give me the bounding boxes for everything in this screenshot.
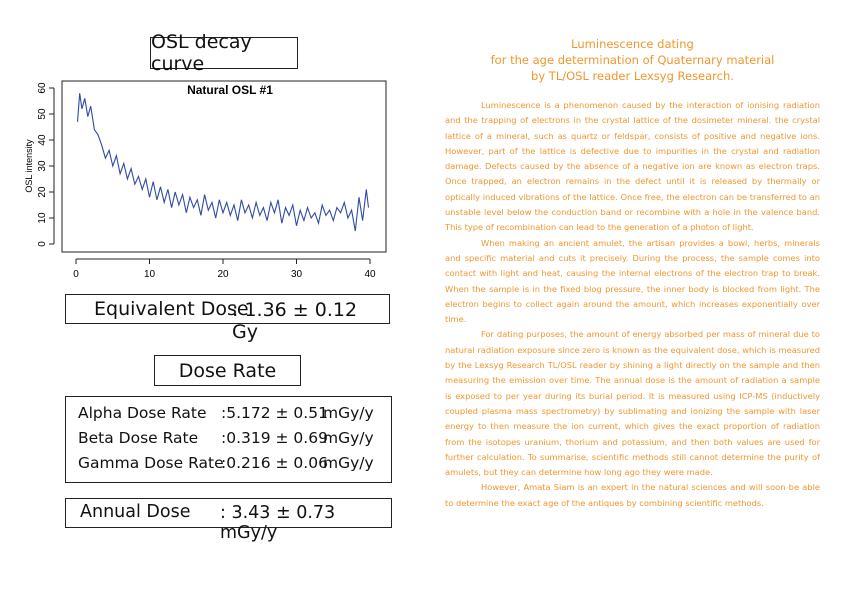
osl-chart: Natural OSL #1 OSL intensity 0 10 20 30 40 50…	[18, 76, 398, 286]
dose-rate-title: Dose Rate	[154, 355, 301, 386]
osl-chart-svg: Natural OSL #1 OSL intensity 0 10 20 30 40 50…	[24, 80, 387, 280]
document-title-line: by TL/OSL reader Lexsyg Research.	[531, 69, 734, 83]
equivalent-dose-label: Equivalent Dose	[94, 298, 249, 320]
dose-rate-name: Gamma Dose Rate	[78, 454, 224, 472]
y-tick-label: 20	[37, 186, 48, 198]
dose-rate-name: Alpha Dose Rate	[78, 404, 207, 422]
x-tick-label: 30	[291, 269, 303, 280]
dose-rate-name: Beta Dose Rate	[78, 429, 199, 447]
chart-title: Natural OSL #1	[187, 83, 273, 97]
osl-decay-curve-title: OSL decay curve	[150, 31, 298, 75]
y-tick-label: 30	[37, 160, 48, 172]
dose-rate-value: :0.216 ± 0.06	[221, 454, 328, 472]
x-tick-label: 0	[73, 269, 79, 280]
y-tick-label: 60	[37, 82, 48, 94]
x-tick-label: 10	[144, 269, 156, 280]
annual-dose-value: : 3.43 ± 0.73 mGy/y	[220, 503, 336, 543]
document-title-line: for the age determination of Quaternary …	[490, 53, 775, 67]
annual-dose-label: Annual Dose	[80, 502, 191, 522]
y-tick-label: 10	[37, 212, 48, 224]
body-paragraph: When making an ancient amulet, the artis…	[445, 237, 820, 325]
dose-rate-row-beta: Beta Dose Rate :0.319 ± 0.69 mGy/y	[78, 429, 388, 451]
y-axis-label: OSL intensity	[24, 139, 34, 193]
dose-rate-unit: mGy/y	[323, 429, 374, 447]
y-tick-label: 40	[37, 134, 48, 146]
series-line	[76, 93, 370, 232]
annual-dose-box: Annual Dose : 3.43 ± 0.73 mGy/y	[65, 498, 392, 543]
body-paragraph: Luminescence is a phenomenon caused by t…	[445, 100, 820, 233]
x-tick-label: 20	[217, 269, 229, 280]
document-title: Luminescence dating for the age determin…	[445, 36, 820, 84]
equivalent-dose-value: : 1.36 ± 0.12 Gy	[232, 299, 358, 343]
dose-rate-row-gamma: Gamma Dose Rate :0.216 ± 0.06 mGy/y	[78, 454, 388, 476]
y-tick-label: 0	[37, 241, 48, 247]
document-body: Luminescence is a phenomenon caused by t…	[445, 98, 820, 511]
dose-rate-value: :0.319 ± 0.69	[221, 429, 328, 447]
x-tick-label: 40	[364, 269, 376, 280]
equivalent-dose-box: Equivalent Dose : 1.36 ± 0.12 Gy	[65, 294, 390, 343]
dose-rate-value: :5.172 ± 0.51	[221, 404, 328, 422]
document-title-line: Luminescence dating	[571, 37, 694, 51]
dose-rates-box: Alpha Dose Rate :5.172 ± 0.51 mGy/y Beta…	[65, 396, 392, 483]
dose-rate-title-text: Dose Rate	[178, 359, 277, 382]
axes: 0 10 20 30 40 50 60 0 10 20 30 40	[37, 82, 376, 280]
dose-rate-unit: mGy/y	[323, 404, 374, 422]
plot-frame	[61, 80, 387, 253]
y-tick-label: 50	[37, 108, 48, 120]
body-paragraph: For dating purposes, the amount of energ…	[445, 329, 820, 478]
dose-rate-row-alpha: Alpha Dose Rate :5.172 ± 0.51 mGy/y	[78, 404, 388, 426]
osl-title-text: OSL decay curve	[151, 31, 252, 75]
body-paragraph: However, Amata Siam is an expert in the …	[445, 482, 820, 508]
dose-rate-unit: mGy/y	[323, 454, 374, 472]
